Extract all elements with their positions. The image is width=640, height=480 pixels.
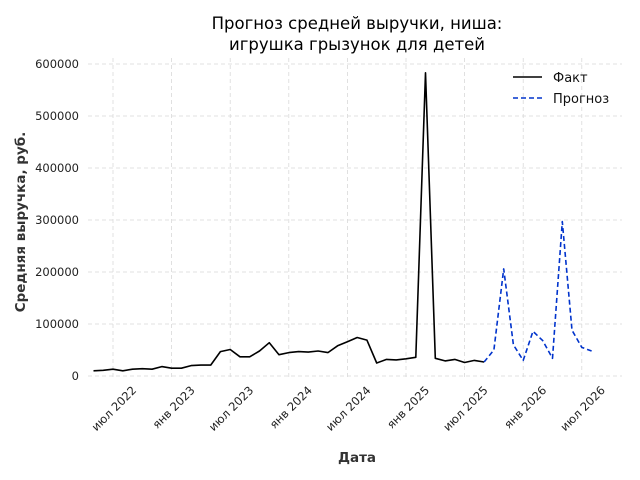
y-tick-label: 0 [72, 369, 79, 383]
y-tick-label: 400000 [35, 161, 79, 175]
legend: Факт Прогноз [513, 71, 609, 107]
y-axis-label: Средняя выручка, руб. [13, 132, 29, 313]
x-axis-label: Дата [338, 450, 376, 466]
y-tick-label: 300000 [35, 213, 79, 227]
chart-title-line-1: Прогноз средней выручки, ниша: [212, 14, 503, 33]
y-tick-label: 100000 [35, 317, 79, 331]
series-lines [93, 72, 592, 372]
y-tick-label: 600000 [35, 57, 79, 71]
series-line-forecast [483, 220, 592, 363]
legend-label-fact: Факт [553, 71, 588, 86]
legend-label-forecast: Прогноз [553, 92, 609, 107]
y-tick-label: 200000 [35, 265, 79, 279]
grid [88, 58, 622, 377]
y-axis-ticks: 0 100000 200000 300000 400000 500000 600000 [35, 57, 79, 383]
y-tick-label: 500000 [35, 109, 79, 123]
series-line-fact [93, 72, 485, 372]
chart-title-line-2: игрушка грызунок для детей [229, 35, 485, 54]
